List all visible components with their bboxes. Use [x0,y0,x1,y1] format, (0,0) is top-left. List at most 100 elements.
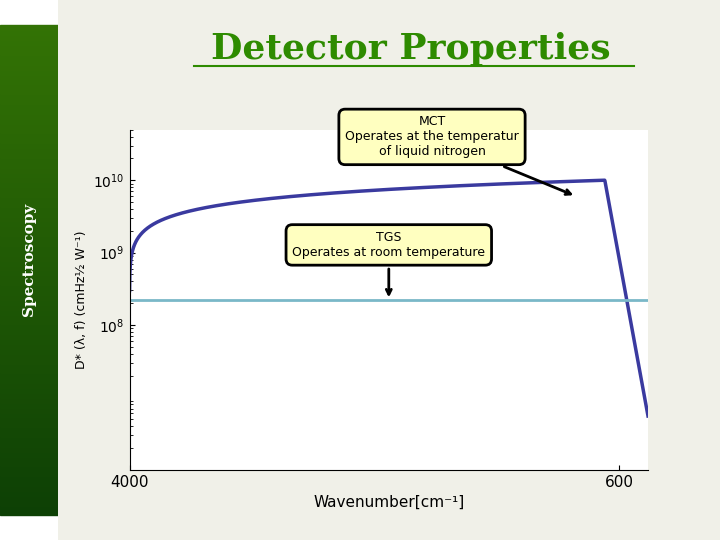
Bar [0,299,58,305]
Bar [0,314,58,320]
Bar [0,127,58,133]
Bar [0,73,58,79]
Bar [0,456,58,462]
Bar [0,113,58,119]
Bar [0,294,58,300]
Bar [0,382,58,388]
Bar [0,250,58,256]
Bar [0,103,58,109]
Bar [0,274,58,280]
Bar [0,220,58,226]
Bar [0,279,58,285]
Bar [0,402,58,408]
Bar [0,328,58,334]
Bar [0,69,58,75]
Bar [0,54,58,60]
Bar [0,98,58,104]
Bar [0,93,58,99]
Text: MCT
Operates at the temperatur
of liquid nitrogen: MCT Operates at the temperatur of liquid… [345,116,570,194]
Bar [0,132,58,138]
Bar [0,353,58,359]
Bar [0,465,58,471]
Y-axis label: D* (λ, f) (cmHz½ W⁻¹): D* (λ, f) (cmHz½ W⁻¹) [75,231,88,369]
Bar [0,24,58,30]
Bar [0,490,58,496]
Bar [0,357,58,363]
Bar [0,137,58,143]
Bar [0,142,58,148]
Bar [0,510,58,516]
Text: Detector Properties: Detector Properties [210,32,611,65]
Bar [0,260,58,266]
Bar [0,485,58,491]
Bar [0,284,58,290]
Bar [0,161,58,167]
Bar [0,152,58,158]
Bar [0,172,58,178]
Bar [0,30,58,35]
Bar [0,83,58,89]
Bar [0,480,58,486]
Bar [0,240,58,246]
Bar [0,323,58,329]
Bar [0,446,58,452]
Bar [0,191,58,197]
Bar [0,338,58,344]
Bar [0,59,58,65]
Text: Spectroscopy: Spectroscopy [22,202,36,316]
Bar [0,289,58,295]
Bar [0,319,58,325]
Bar [0,186,58,192]
Bar [0,245,58,251]
Bar [0,235,58,241]
Bar [0,461,58,467]
Bar [0,377,58,383]
Bar [0,201,58,207]
Bar [0,362,58,368]
Bar [0,426,58,432]
Bar [0,269,58,275]
Bar [0,167,58,172]
Bar [0,64,58,70]
Bar [0,475,58,481]
Bar [0,44,58,50]
Bar [0,255,58,261]
Bar [0,368,58,373]
Bar [0,387,58,393]
Bar [0,421,58,427]
Bar [0,451,58,457]
X-axis label: Wavenumber[cm⁻¹]: Wavenumber[cm⁻¹] [313,495,464,510]
Bar [0,108,58,114]
Bar [0,392,58,398]
Bar [0,411,58,417]
Bar [0,436,58,442]
Bar [0,157,58,163]
Bar [0,343,58,349]
Bar [0,118,58,124]
Bar [0,309,58,315]
Bar [0,397,58,403]
Bar [0,416,58,422]
Bar [0,431,58,437]
Bar [0,441,58,447]
Bar [0,215,58,221]
Bar [0,470,58,476]
Text: TGS
Operates at room temperature: TGS Operates at room temperature [292,231,485,294]
Bar [0,196,58,202]
Bar [0,35,58,40]
Bar [0,39,58,45]
Bar [0,181,58,187]
Bar [0,505,58,510]
Bar [0,333,58,339]
Bar [0,211,58,217]
Bar [0,177,58,183]
Bar [0,206,58,212]
Bar [0,78,58,84]
Bar [0,147,58,153]
Bar [0,407,58,413]
Bar [0,88,58,94]
Bar [0,231,58,236]
Bar [0,225,58,231]
Bar [0,123,58,129]
Bar [0,265,58,271]
